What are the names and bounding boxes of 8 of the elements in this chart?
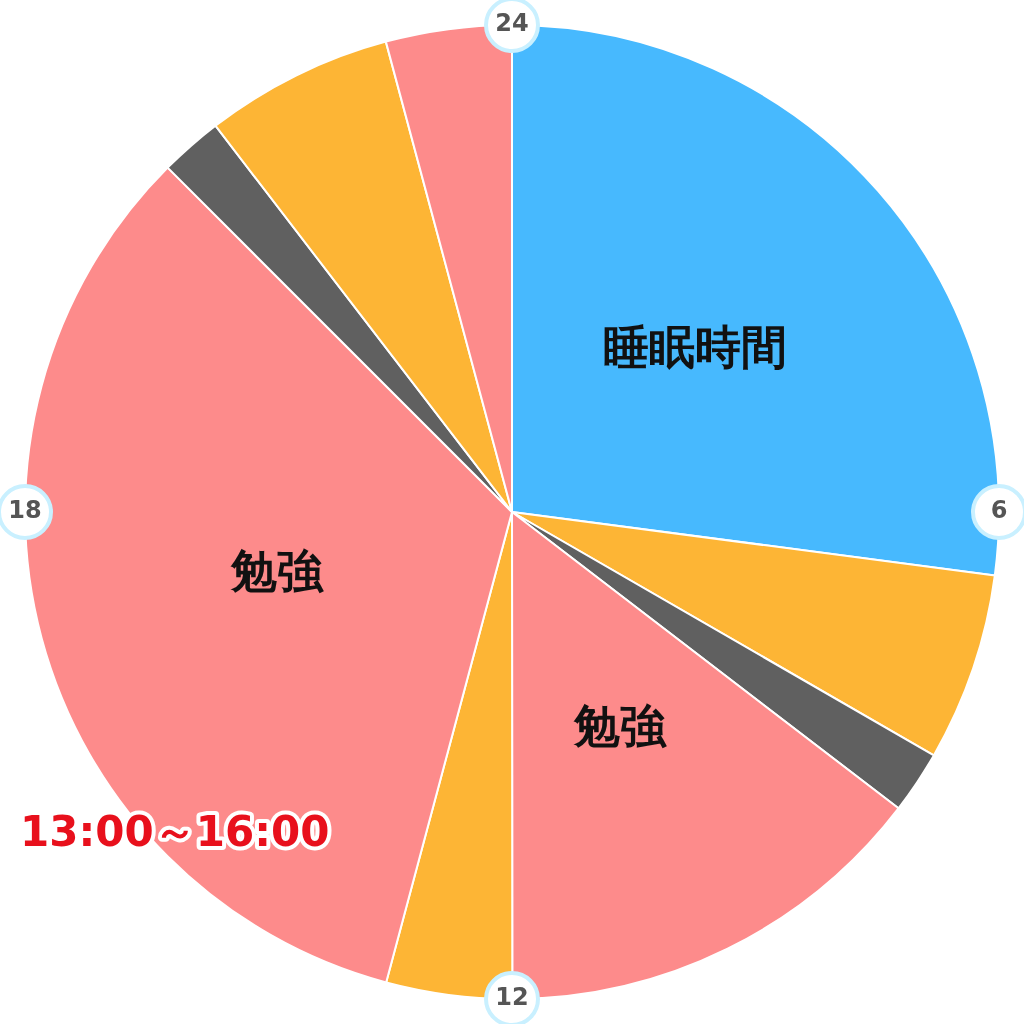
text: 12 — [495, 983, 529, 1012]
slice-label: 勉強 — [229, 544, 324, 599]
text: 18 — [8, 496, 42, 525]
text: 13:00～16:00 — [20, 806, 330, 856]
text: 6 — [990, 496, 1008, 525]
slice-label: 勉強 — [572, 699, 667, 754]
text: 24 — [495, 9, 529, 38]
slice-label: 睡眠時間 — [603, 320, 788, 375]
